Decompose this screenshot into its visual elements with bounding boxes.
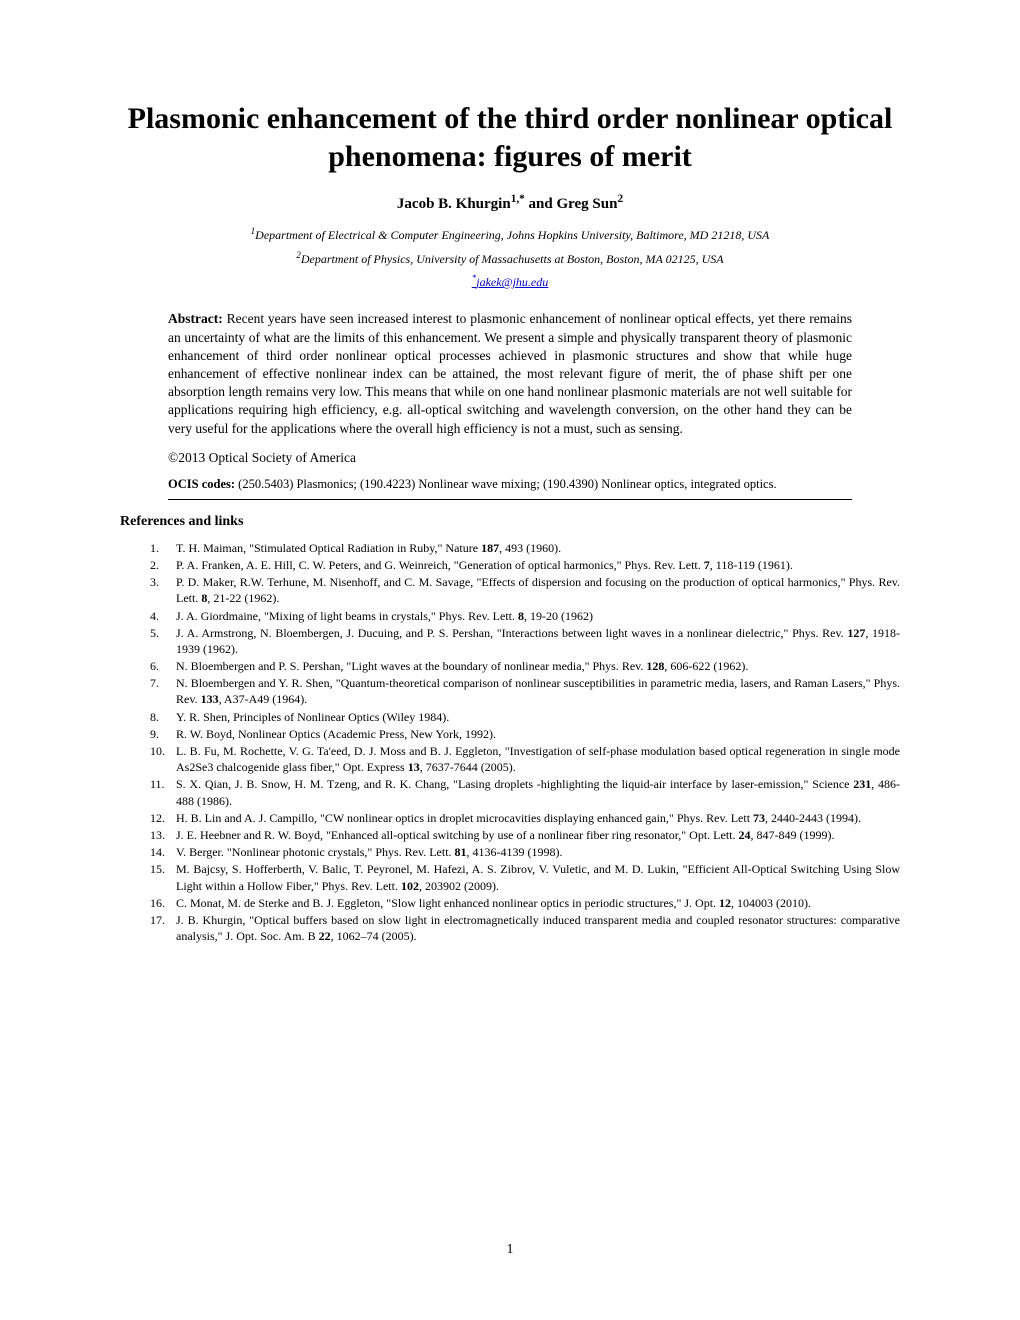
reference-text: V. Berger. "Nonlinear photonic crystals,…: [176, 844, 900, 860]
reference-item: 17.J. B. Khurgin, "Optical buffers based…: [150, 912, 900, 944]
reference-number: 7.: [150, 675, 176, 707]
reference-number: 5.: [150, 625, 176, 657]
ocis-block: OCIS codes: (250.5403) Plasmonics; (190.…: [168, 476, 852, 493]
authors: Jacob B. Khurgin1,* and Greg Sun2: [120, 193, 900, 213]
reference-item: 8.Y. R. Shen, Principles of Nonlinear Op…: [150, 709, 900, 725]
reference-text: T. H. Maiman, "Stimulated Optical Radiat…: [176, 540, 900, 556]
reference-text: P. D. Maker, R.W. Terhune, M. Nisenhoff,…: [176, 574, 900, 606]
reference-text: R. W. Boyd, Nonlinear Optics (Academic P…: [176, 726, 900, 742]
reference-text: J. B. Khurgin, "Optical buffers based on…: [176, 912, 900, 944]
reference-number: 2.: [150, 557, 176, 573]
reference-text: H. B. Lin and A. J. Campillo, "CW nonlin…: [176, 810, 900, 826]
references-list: 1.T. H. Maiman, "Stimulated Optical Radi…: [150, 540, 900, 945]
reference-text: J. A. Giordmaine, "Mixing of light beams…: [176, 608, 900, 624]
copyright-line: ©2013 Optical Society of America: [168, 450, 852, 466]
reference-item: 11.S. X. Qian, J. B. Snow, H. M. Tzeng, …: [150, 776, 900, 808]
ocis-text: (250.5403) Plasmonics; (190.4223) Nonlin…: [235, 477, 777, 491]
section-divider: [168, 499, 852, 500]
reference-item: 7.N. Bloembergen and Y. R. Shen, "Quantu…: [150, 675, 900, 707]
abstract-text: Recent years have seen increased interes…: [168, 311, 852, 435]
reference-text: Y. R. Shen, Principles of Nonlinear Opti…: [176, 709, 900, 725]
abstract-block: Abstract: Recent years have seen increas…: [168, 310, 852, 438]
references-heading: References and links: [120, 514, 900, 530]
affiliation-1: 1Department of Electrical & Computer Eng…: [120, 225, 900, 243]
reference-number: 17.: [150, 912, 176, 944]
reference-item: 3.P. D. Maker, R.W. Terhune, M. Nisenhof…: [150, 574, 900, 606]
reference-number: 14.: [150, 844, 176, 860]
reference-number: 6.: [150, 658, 176, 674]
reference-text: C. Monat, M. de Sterke and B. J. Eggleto…: [176, 895, 900, 911]
paper-title: Plasmonic enhancement of the third order…: [120, 100, 900, 175]
reference-item: 5.J. A. Armstrong, N. Bloembergen, J. Du…: [150, 625, 900, 657]
reference-text: N. Bloembergen and P. S. Pershan, "Light…: [176, 658, 900, 674]
reference-number: 12.: [150, 810, 176, 826]
reference-number: 4.: [150, 608, 176, 624]
reference-number: 3.: [150, 574, 176, 606]
reference-text: L. B. Fu, M. Rochette, V. G. Ta'eed, D. …: [176, 743, 900, 775]
abstract-label: Abstract:: [168, 311, 223, 326]
reference-item: 10.L. B. Fu, M. Rochette, V. G. Ta'eed, …: [150, 743, 900, 775]
page-number: 1: [0, 1242, 1020, 1258]
reference-text: M. Bajcsy, S. Hofferberth, V. Balic, T. …: [176, 861, 900, 893]
reference-item: 16.C. Monat, M. de Sterke and B. J. Eggl…: [150, 895, 900, 911]
corresponding-email[interactable]: *jakek@jhu.edu: [120, 273, 900, 290]
ocis-label: OCIS codes:: [168, 477, 235, 491]
reference-item: 12.H. B. Lin and A. J. Campillo, "CW non…: [150, 810, 900, 826]
reference-number: 8.: [150, 709, 176, 725]
reference-number: 15.: [150, 861, 176, 893]
reference-item: 15.M. Bajcsy, S. Hofferberth, V. Balic, …: [150, 861, 900, 893]
reference-text: S. X. Qian, J. B. Snow, H. M. Tzeng, and…: [176, 776, 900, 808]
reference-text: J. E. Heebner and R. W. Boyd, "Enhanced …: [176, 827, 900, 843]
reference-item: 2.P. A. Franken, A. E. Hill, C. W. Peter…: [150, 557, 900, 573]
reference-number: 1.: [150, 540, 176, 556]
reference-text: P. A. Franken, A. E. Hill, C. W. Peters,…: [176, 557, 900, 573]
reference-number: 9.: [150, 726, 176, 742]
reference-text: J. A. Armstrong, N. Bloembergen, J. Ducu…: [176, 625, 900, 657]
reference-item: 13.J. E. Heebner and R. W. Boyd, "Enhanc…: [150, 827, 900, 843]
reference-item: 9.R. W. Boyd, Nonlinear Optics (Academic…: [150, 726, 900, 742]
reference-number: 10.: [150, 743, 176, 775]
reference-item: 14.V. Berger. "Nonlinear photonic crysta…: [150, 844, 900, 860]
reference-number: 13.: [150, 827, 176, 843]
reference-number: 11.: [150, 776, 176, 808]
reference-item: 1.T. H. Maiman, "Stimulated Optical Radi…: [150, 540, 900, 556]
reference-item: 4.J. A. Giordmaine, "Mixing of light bea…: [150, 608, 900, 624]
affiliation-2: 2Department of Physics, University of Ma…: [120, 249, 900, 267]
reference-item: 6.N. Bloembergen and P. S. Pershan, "Lig…: [150, 658, 900, 674]
reference-number: 16.: [150, 895, 176, 911]
reference-text: N. Bloembergen and Y. R. Shen, "Quantum-…: [176, 675, 900, 707]
